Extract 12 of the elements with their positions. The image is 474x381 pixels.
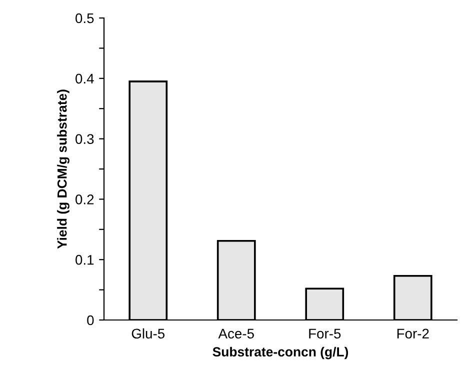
y-tick-label: 0.5 [76,13,94,24]
x-tick-label: For-2 [397,328,429,339]
y-axis-title: Yield (g DCM/g substrate) [57,90,70,249]
x-tick-label: Glu-5 [132,328,165,339]
x-tick-label: For-5 [309,328,341,339]
y-tick-label: 0.2 [76,194,94,204]
y-tick-label: 0.4 [76,74,94,84]
y-tick-label: 0.1 [76,254,94,265]
x-tick-label: Ace-5 [218,328,254,339]
y-tick-label: 0 [87,315,94,326]
x-axis-title: Substrate-concn (g/L) [212,346,348,360]
y-tick-label: 0.3 [76,134,94,144]
